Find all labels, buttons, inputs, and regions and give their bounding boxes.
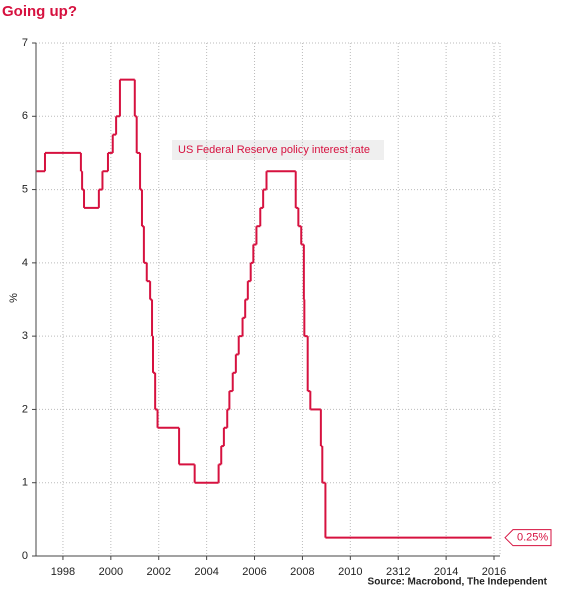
source: Source: Macrobond, The Independent bbox=[368, 577, 548, 588]
x-tick-label: 1998 bbox=[51, 566, 75, 578]
y-tick-label: 2 bbox=[22, 403, 28, 415]
x-tick-label: 2014 bbox=[434, 566, 458, 578]
y-tick-label: 5 bbox=[22, 183, 28, 195]
y-axis-label: % bbox=[8, 293, 20, 303]
y-tick-label: 7 bbox=[22, 37, 28, 49]
x-tick-label: 2004 bbox=[194, 566, 218, 578]
y-tick-label: 3 bbox=[22, 330, 28, 342]
y-tick-label: 4 bbox=[22, 257, 28, 269]
x-tick-label: 2312 bbox=[386, 566, 410, 578]
y-tick-label: 1 bbox=[22, 477, 28, 489]
x-tick-label: 2002 bbox=[146, 566, 170, 578]
x-tick-label: 2010 bbox=[338, 566, 362, 578]
y-tick-label: 6 bbox=[22, 110, 28, 122]
x-tick-label: 2000 bbox=[99, 566, 123, 578]
chart-title: Going up? bbox=[2, 3, 77, 20]
x-tick-label: 2016 bbox=[482, 566, 506, 578]
x-tick-label: 2008 bbox=[290, 566, 314, 578]
end-label: 0.25% bbox=[517, 532, 548, 544]
x-tick-label: 2006 bbox=[242, 566, 266, 578]
series-label: US Federal Reserve policy interest rate bbox=[178, 144, 370, 156]
y-tick-label: 0 bbox=[22, 550, 28, 562]
legend-box bbox=[172, 140, 384, 160]
end-label-box bbox=[504, 529, 552, 547]
